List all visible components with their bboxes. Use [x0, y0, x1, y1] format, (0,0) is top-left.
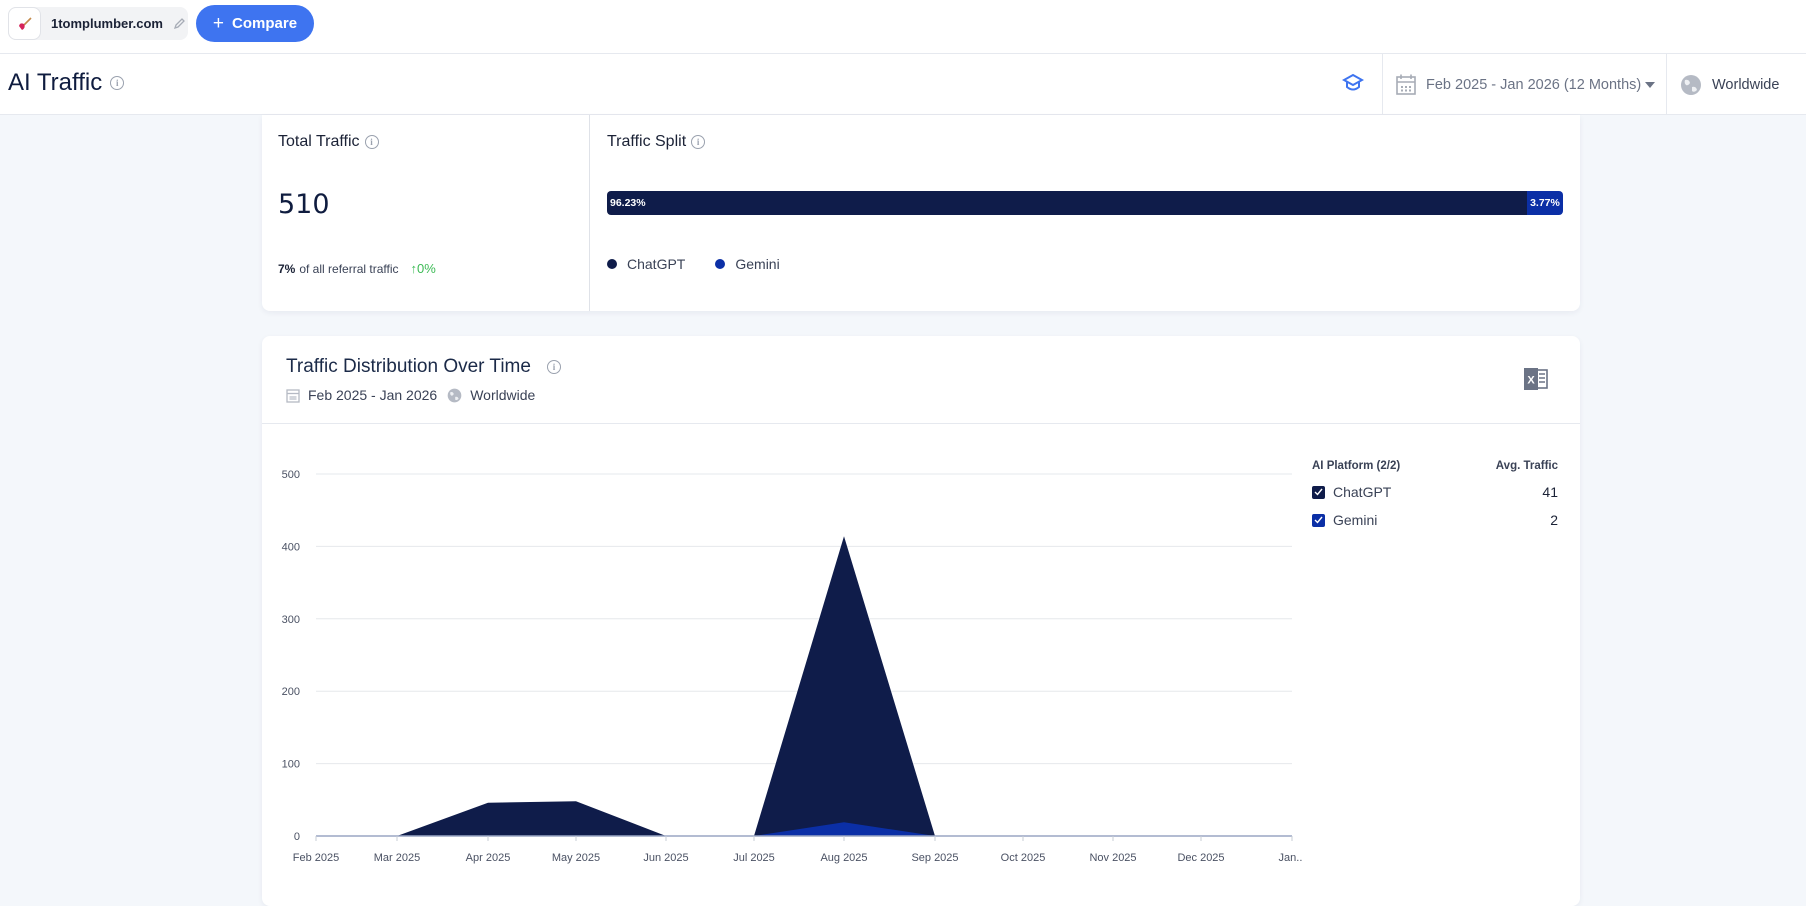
- y-tick-label: 100: [282, 759, 300, 771]
- x-tick-label: Apr 2025: [466, 852, 511, 864]
- chatgpt-checkbox[interactable]: [1312, 485, 1325, 499]
- legend-item-chatgpt: ChatGPT: [607, 256, 685, 272]
- chart-title-text: Traffic Distribution Over Time: [286, 356, 531, 377]
- info-icon[interactable]: i: [691, 135, 706, 149]
- area-chart[interactable]: 0 100 200 300 400 500 Feb 2025 Mar 2025 Apr 2025…: [262, 336, 1302, 906]
- globe-icon: [1681, 74, 1701, 95]
- traffic-split-label-text: Traffic Split: [607, 133, 687, 150]
- chevron-down-icon: [1645, 81, 1656, 88]
- legend-row-value: 41: [1542, 484, 1558, 500]
- legend-label: Gemini: [735, 256, 780, 272]
- platform-column-header: AI Platform (2/2): [1312, 460, 1401, 472]
- traffic-distribution-card: Traffic Distribution Over Time i Feb 202…: [262, 336, 1580, 906]
- x-tick-label: Oct 2025: [1001, 852, 1046, 864]
- page-title-text: AI Traffic: [8, 69, 103, 96]
- chart-title: Traffic Distribution Over Time i: [286, 356, 561, 378]
- y-tick-label: 300: [282, 614, 300, 626]
- x-tick-label: Jul 2025: [733, 852, 775, 864]
- traffic-split-bar: 96.23% 3.77%: [607, 191, 1563, 215]
- date-range-label: Feb 2025 - Jan 2026 (12 Months): [1426, 76, 1642, 93]
- x-tick-label: Mar 2025: [374, 852, 420, 864]
- top-bar: 1tomplumber.com + Compare: [0, 0, 1806, 54]
- info-icon[interactable]: i: [364, 135, 379, 149]
- y-tick-label: 0: [294, 831, 300, 843]
- graduation-cap-icon[interactable]: [1342, 72, 1364, 94]
- chart-header: Traffic Distribution Over Time i Feb 202…: [262, 336, 1580, 424]
- calendar-icon: [286, 388, 300, 403]
- date-range-picker[interactable]: Feb 2025 - Jan 2026 (12 Months): [1396, 54, 1656, 115]
- legend-label: ChatGPT: [627, 256, 686, 272]
- split-segment-gemini[interactable]: 3.77%: [1526, 191, 1563, 215]
- arrow-up-icon: ↑: [410, 261, 418, 276]
- traffic-split-label: Traffic Split i: [607, 133, 706, 151]
- legend-dot: [715, 259, 726, 269]
- x-tick-label: Feb 2025: [293, 852, 339, 864]
- site-chip[interactable]: 1tomplumber.com: [8, 7, 188, 40]
- growth-indicator: ↑0%: [411, 261, 436, 276]
- referral-share: 7% of all referral traffic ↑0%: [278, 261, 436, 276]
- gemini-checkbox[interactable]: [1312, 513, 1325, 527]
- info-icon[interactable]: i: [110, 76, 125, 90]
- globe-icon: [447, 388, 462, 402]
- y-tick-label: 200: [282, 686, 300, 698]
- y-tick-label: 500: [282, 469, 300, 481]
- x-tick-label: Nov 2025: [1089, 852, 1136, 864]
- total-traffic-label: Total Traffic i: [278, 133, 379, 151]
- split-legend: ChatGPT Gemini: [607, 256, 780, 272]
- referral-text: of all referral traffic: [299, 261, 399, 276]
- legend-dot: [607, 259, 617, 269]
- legend-row-chatgpt: ChatGPT 41: [1312, 484, 1558, 500]
- legend-row-gemini: Gemini 2: [1312, 512, 1558, 528]
- plunger-icon: [18, 16, 32, 30]
- header-divider: [1382, 54, 1383, 115]
- y-tick-label: 400: [282, 541, 300, 553]
- split-segment-chatgpt[interactable]: 96.23%: [607, 191, 1527, 215]
- total-traffic-section: Total Traffic i 510 7% of all referral t…: [262, 115, 590, 311]
- legend-item-gemini: Gemini: [715, 256, 780, 272]
- chart-geo: Worldwide: [470, 387, 536, 403]
- excel-export-icon[interactable]: X: [1524, 368, 1548, 390]
- info-icon[interactable]: i: [546, 360, 561, 374]
- x-tick-label: Jun 2025: [643, 852, 688, 864]
- page-header: AI Traffic i Feb 2025 - Jan 2026 (12 Mon…: [0, 54, 1806, 115]
- legend-row-value: 2: [1550, 512, 1558, 528]
- chatgpt-area[interactable]: [316, 536, 1292, 836]
- svg-text:X: X: [1527, 375, 1535, 387]
- platform-legend-table: AI Platform (2/2) Avg. Traffic ChatGPT 4…: [1312, 460, 1558, 528]
- pencil-icon[interactable]: [173, 17, 186, 30]
- gemini-area[interactable]: [316, 822, 1292, 836]
- legend-table-header: AI Platform (2/2) Avg. Traffic: [1312, 460, 1558, 472]
- x-tick-label: May 2025: [552, 852, 600, 864]
- geo-label: Worldwide: [1712, 76, 1780, 93]
- stats-card: Total Traffic i 510 7% of all referral t…: [262, 115, 1580, 311]
- legend-row-label: ChatGPT: [1333, 484, 1392, 500]
- x-tick-label: Jan...: [1279, 852, 1302, 864]
- site-favicon: [8, 7, 41, 40]
- total-traffic-label-text: Total Traffic: [278, 133, 360, 150]
- total-traffic-value: 510: [278, 189, 330, 220]
- compare-button[interactable]: + Compare: [196, 5, 314, 42]
- avg-traffic-column-header[interactable]: Avg. Traffic: [1495, 460, 1558, 472]
- x-tick-label: Sep 2025: [911, 852, 958, 864]
- header-divider: [1666, 54, 1667, 115]
- check-icon: [1314, 516, 1323, 524]
- chart-date-range: Feb 2025 - Jan 2026: [308, 387, 438, 403]
- page-title: AI Traffic i: [8, 69, 125, 97]
- x-tick-label: Dec 2025: [1177, 852, 1224, 864]
- x-tick-label: Aug 2025: [820, 852, 867, 864]
- legend-row-label: Gemini: [1333, 512, 1378, 528]
- calendar-icon: [1396, 74, 1416, 95]
- plus-icon: +: [212, 13, 225, 34]
- country-picker[interactable]: Worldwide: [1680, 54, 1779, 115]
- referral-pct: 7%: [278, 261, 296, 276]
- site-name: 1tomplumber.com: [51, 16, 163, 31]
- check-icon: [1314, 488, 1323, 496]
- compare-label: Compare: [232, 15, 298, 32]
- growth-value: 0%: [417, 261, 436, 276]
- chart-subtitle: Feb 2025 - Jan 2026 Worldwide: [286, 387, 535, 403]
